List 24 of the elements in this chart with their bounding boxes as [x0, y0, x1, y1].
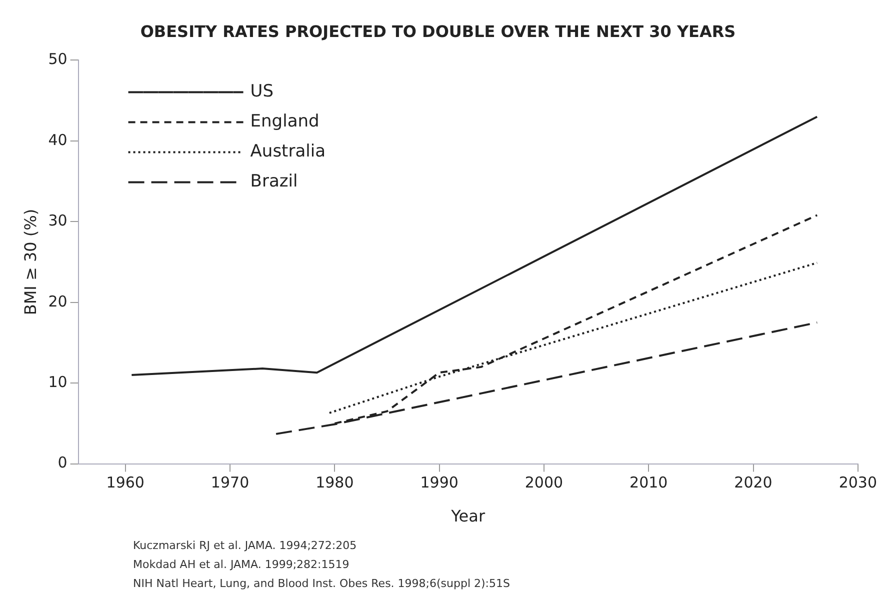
- y-tick-label: 0: [58, 454, 68, 472]
- x-tick-label: 2000: [524, 474, 564, 492]
- x-tick-label: 2020: [734, 474, 772, 492]
- text: Mokdad AH et al. JAMA. 1999;282:1519: [133, 557, 350, 573]
- y-tick-label: 40: [48, 130, 68, 149]
- legend-label: Australia: [250, 142, 326, 162]
- x-tick-label: 2030: [838, 474, 878, 492]
- x-tick-label: 1990: [420, 474, 458, 492]
- y-tick-label: 10: [48, 372, 68, 391]
- x-tick-label: 2010: [630, 474, 668, 492]
- chart-title: OBESITY RATES PROJECTED TO DOUBLE OVER THE NEXT 30 YEARS: [140, 22, 736, 41]
- y-tick-label: 30: [48, 212, 68, 230]
- legend-label: Brazil: [250, 172, 298, 192]
- text: NIH Natl Heart, Lung, and Blood Inst. Obes Res. 1998;6(suppl 2):51S: [133, 576, 511, 592]
- text: Kuczmarski RJ et al. JAMA. 1994;272:205: [133, 538, 358, 554]
- y-axis-title: BMI ≥ 30 (%): [20, 208, 40, 316]
- x-tick-label: 1960: [106, 474, 144, 492]
- x-tick-label: 1970: [210, 474, 250, 492]
- x-axis-title: Year: [450, 506, 486, 526]
- legend-label: England: [250, 112, 320, 132]
- legend-label: US: [250, 82, 274, 102]
- y-tick-label: 50: [48, 50, 68, 68]
- x-tick-label: 1980: [316, 474, 354, 492]
- y-tick-label: 20: [48, 292, 68, 310]
